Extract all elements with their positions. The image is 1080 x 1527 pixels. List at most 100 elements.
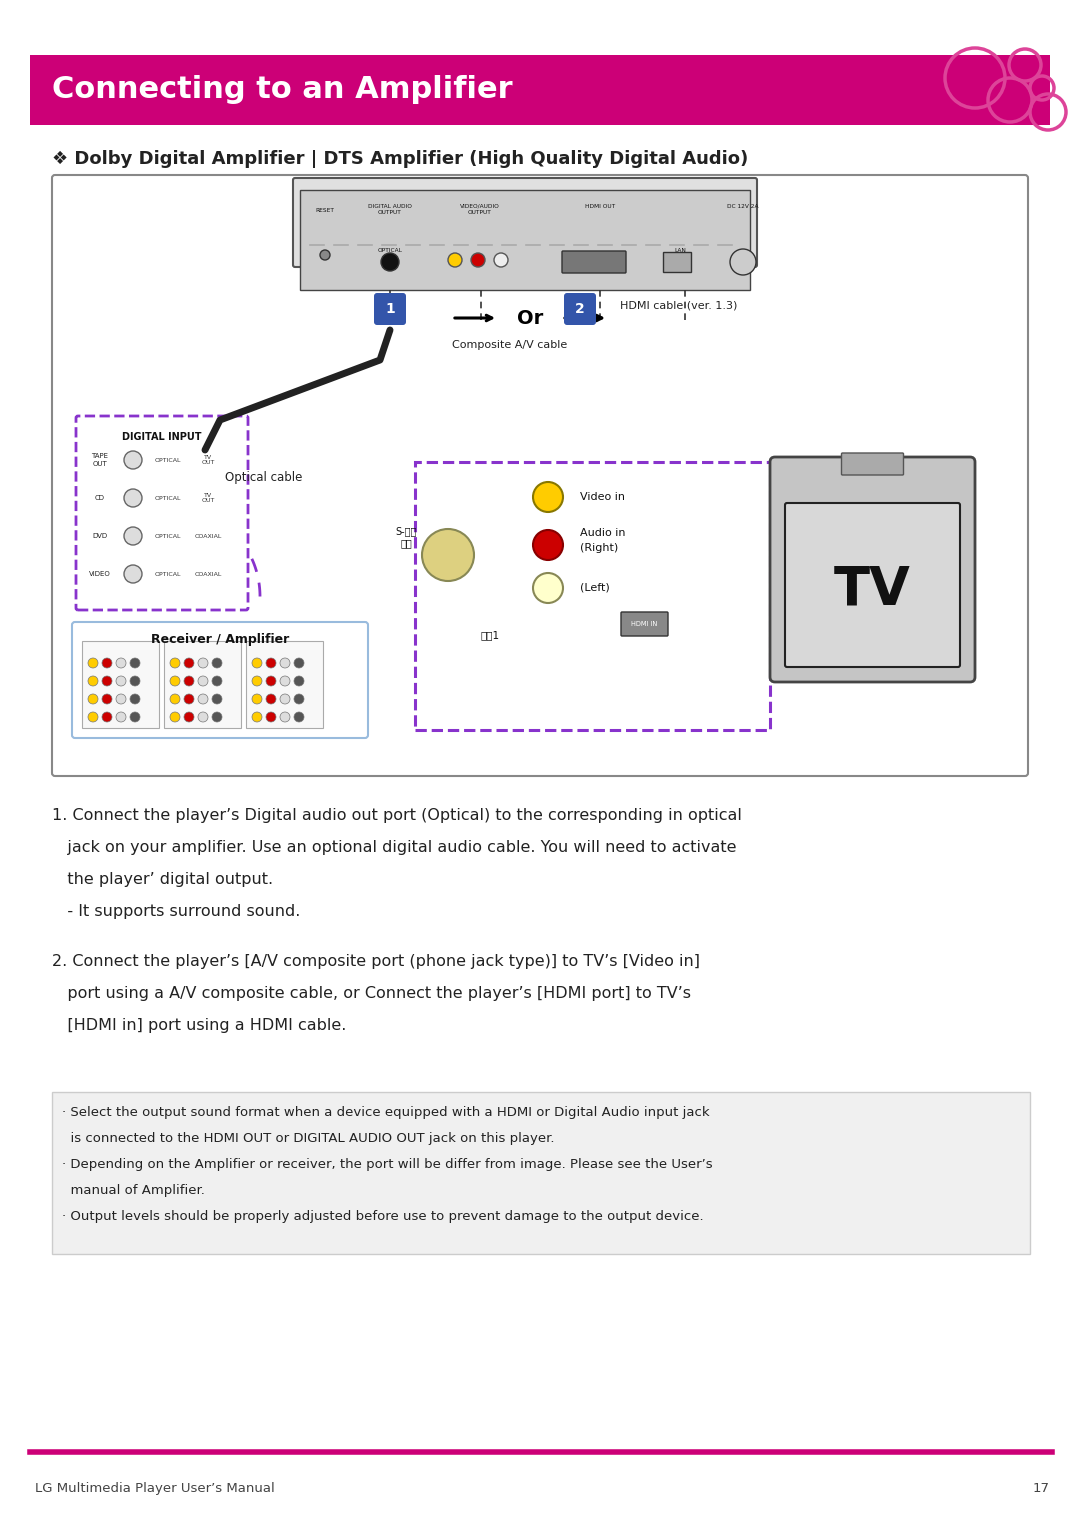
Text: 2: 2	[576, 302, 585, 316]
FancyBboxPatch shape	[841, 454, 904, 475]
FancyBboxPatch shape	[76, 415, 248, 609]
Text: Video in: Video in	[580, 492, 625, 502]
Circle shape	[87, 712, 98, 722]
Text: OPTICAL: OPTICAL	[154, 458, 181, 463]
Text: S-영상
입력: S-영상 입력	[395, 527, 417, 548]
Circle shape	[116, 658, 126, 667]
Circle shape	[124, 489, 141, 507]
Circle shape	[280, 712, 291, 722]
Text: OPTICAL: OPTICAL	[378, 247, 403, 253]
Circle shape	[730, 249, 756, 275]
Circle shape	[294, 693, 303, 704]
Circle shape	[212, 712, 222, 722]
Text: port using a A/V composite cable, or Connect the player’s [HDMI port] to TV’s: port using a A/V composite cable, or Con…	[52, 986, 691, 1002]
Text: 1: 1	[386, 302, 395, 316]
Circle shape	[320, 250, 330, 260]
Text: · Output levels should be properly adjusted before use to prevent damage to the : · Output levels should be properly adjus…	[62, 1209, 704, 1223]
Text: ❖ Dolby Digital Amplifier | DTS Amplifier (High Quality Digital Audio): ❖ Dolby Digital Amplifier | DTS Amplifie…	[52, 150, 748, 168]
Text: 17: 17	[1032, 1483, 1050, 1495]
FancyBboxPatch shape	[293, 179, 757, 267]
Circle shape	[212, 658, 222, 667]
Text: Connecting to an Amplifier: Connecting to an Amplifier	[52, 75, 513, 104]
Circle shape	[494, 253, 508, 267]
FancyBboxPatch shape	[82, 641, 159, 728]
Circle shape	[184, 693, 194, 704]
Circle shape	[184, 712, 194, 722]
Circle shape	[102, 712, 112, 722]
Circle shape	[534, 483, 563, 512]
Text: (Left): (Left)	[580, 583, 610, 592]
Text: is connected to the HDMI OUT or DIGITAL AUDIO OUT jack on this player.: is connected to the HDMI OUT or DIGITAL …	[62, 1132, 554, 1145]
Circle shape	[280, 658, 291, 667]
Circle shape	[294, 712, 303, 722]
Text: OPTICAL: OPTICAL	[154, 533, 181, 539]
Text: TAPE
OUT: TAPE OUT	[92, 454, 108, 467]
Circle shape	[170, 693, 180, 704]
Circle shape	[116, 712, 126, 722]
Circle shape	[184, 676, 194, 686]
Text: LAN: LAN	[674, 247, 686, 253]
Text: DIGITAL INPUT: DIGITAL INPUT	[122, 432, 202, 441]
Circle shape	[252, 676, 262, 686]
Text: CD: CD	[95, 495, 105, 501]
Circle shape	[130, 693, 140, 704]
FancyBboxPatch shape	[785, 502, 960, 667]
Circle shape	[198, 693, 208, 704]
FancyBboxPatch shape	[621, 612, 669, 637]
Text: HDMI cable (ver. 1.3): HDMI cable (ver. 1.3)	[620, 299, 738, 310]
Text: TV
OUT: TV OUT	[201, 455, 215, 466]
Circle shape	[87, 658, 98, 667]
FancyBboxPatch shape	[164, 641, 241, 728]
Circle shape	[116, 693, 126, 704]
FancyBboxPatch shape	[562, 250, 626, 273]
Text: COAXIAL: COAXIAL	[194, 571, 221, 577]
Text: HDMI OUT: HDMI OUT	[585, 205, 616, 209]
Circle shape	[198, 676, 208, 686]
Circle shape	[266, 693, 276, 704]
FancyBboxPatch shape	[564, 293, 596, 325]
FancyBboxPatch shape	[52, 1092, 1030, 1254]
Text: OPTICAL: OPTICAL	[154, 495, 181, 501]
Text: Receiver / Amplifier: Receiver / Amplifier	[151, 634, 289, 646]
Text: manual of Amplifier.: manual of Amplifier.	[62, 1183, 205, 1197]
Circle shape	[130, 658, 140, 667]
Circle shape	[266, 676, 276, 686]
Circle shape	[294, 658, 303, 667]
Text: [HDMI in] port using a HDMI cable.: [HDMI in] port using a HDMI cable.	[52, 1019, 347, 1032]
Text: Or: Or	[517, 308, 543, 327]
Circle shape	[280, 676, 291, 686]
Circle shape	[124, 565, 141, 583]
Text: the player’ digital output.: the player’ digital output.	[52, 872, 273, 887]
Text: LG Multimedia Player User’s Manual: LG Multimedia Player User’s Manual	[35, 1483, 274, 1495]
FancyBboxPatch shape	[72, 621, 368, 738]
Circle shape	[422, 528, 474, 580]
FancyBboxPatch shape	[30, 55, 1050, 125]
Circle shape	[294, 676, 303, 686]
Circle shape	[130, 676, 140, 686]
Text: DC 12V 2A: DC 12V 2A	[727, 205, 759, 209]
Text: VIDEO/AUDIO
OUTPUT: VIDEO/AUDIO OUTPUT	[460, 205, 500, 215]
Text: COAXIAL: COAXIAL	[194, 533, 221, 539]
Circle shape	[102, 658, 112, 667]
Text: OPTICAL: OPTICAL	[154, 571, 181, 577]
Circle shape	[252, 693, 262, 704]
Text: - It supports surround sound.: - It supports surround sound.	[52, 904, 300, 919]
Circle shape	[266, 658, 276, 667]
FancyBboxPatch shape	[663, 252, 691, 272]
Circle shape	[252, 712, 262, 722]
Circle shape	[266, 712, 276, 722]
Text: TV
OUT: TV OUT	[201, 493, 215, 504]
FancyBboxPatch shape	[415, 463, 770, 730]
Text: 2. Connect the player’s [A/V composite port (phone jack type)] to TV’s [Video in: 2. Connect the player’s [A/V composite p…	[52, 954, 700, 970]
Text: · Select the output sound format when a device equipped with a HDMI or Digital A: · Select the output sound format when a …	[62, 1106, 710, 1119]
Circle shape	[87, 693, 98, 704]
Circle shape	[534, 530, 563, 560]
Circle shape	[102, 693, 112, 704]
Circle shape	[124, 527, 141, 545]
Circle shape	[471, 253, 485, 267]
Text: · Depending on the Amplifier or receiver, the port will be differ from image. Pl: · Depending on the Amplifier or receiver…	[62, 1157, 713, 1171]
FancyBboxPatch shape	[374, 293, 406, 325]
Circle shape	[170, 712, 180, 722]
Text: Audio in: Audio in	[580, 528, 625, 538]
Text: Composite A/V cable: Composite A/V cable	[453, 341, 568, 350]
